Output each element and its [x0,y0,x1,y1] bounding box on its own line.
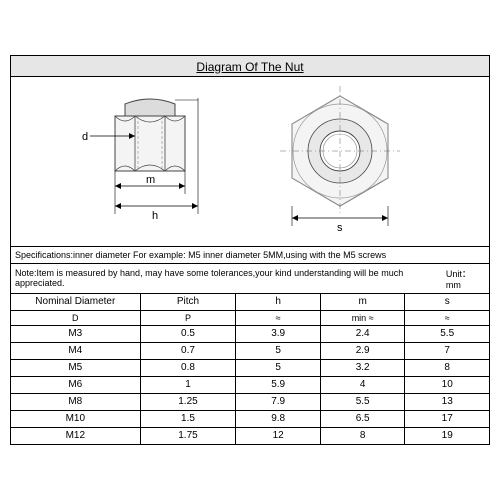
table-cell: 8 [320,428,405,445]
table-cell: M6 [11,377,141,394]
table-cell: 0.8 [140,360,236,377]
table-row: M615.9410 [11,377,490,394]
table-cell: M10 [11,411,141,428]
table-cell: 6.5 [320,411,405,428]
table-cell: 0.5 [140,326,236,343]
column-subhead: ≈ [405,310,490,326]
table-cell: 5.9 [236,377,321,394]
table-cell: 2.9 [320,343,405,360]
note-line: Note:Item is measured by hand, may have … [10,263,490,293]
table-cell: 4 [320,377,405,394]
table-cell: 7.9 [236,394,321,411]
table-cell: 10 [405,377,490,394]
column-head: Nominal Diameter [11,293,141,310]
table-cell: 1 [140,377,236,394]
unit-label: Unit：mm [446,267,485,290]
column-subhead: P [140,310,236,326]
nut-top-view-icon: s [260,86,420,236]
column-subhead: min ≈ [320,310,405,326]
spec-sheet: Diagram Of The Nut d [10,55,490,446]
table-cell: 9.8 [236,411,321,428]
spec-line: Specifications:inner diameter For exampl… [10,246,490,263]
table-cell: 13 [405,394,490,411]
nut-side-view-icon: d m h [80,86,220,236]
column-head: s [405,293,490,310]
table-row: M81.257.95.513 [11,394,490,411]
table-cell: M3 [11,326,141,343]
note-text: Note:Item is measured by hand, may have … [15,268,446,288]
table-header: Nominal DiameterPitchhms DP≈min ≈≈ [11,293,490,326]
table-cell: M5 [11,360,141,377]
column-head: Pitch [140,293,236,310]
table-cell: 5.5 [405,326,490,343]
table-row: M121.7512819 [11,428,490,445]
table-body: M30.53.92.45.5M40.752.97M50.853.28M615.9… [11,326,490,445]
table-cell: 5.5 [320,394,405,411]
table-cell: 0.7 [140,343,236,360]
table-cell: 19 [405,428,490,445]
table-cell: M12 [11,428,141,445]
dimensions-table: Nominal DiameterPitchhms DP≈min ≈≈ M30.5… [10,293,490,446]
table-cell: M8 [11,394,141,411]
table-row: M50.853.28 [11,360,490,377]
table-cell: M4 [11,343,141,360]
diagram-area: d m h [10,76,490,246]
column-head: h [236,293,321,310]
table-cell: 5 [236,360,321,377]
table-cell: 1.5 [140,411,236,428]
column-head: m [320,293,405,310]
table-row: M40.752.97 [11,343,490,360]
table-cell: 5 [236,343,321,360]
table-cell: 12 [236,428,321,445]
spec-text: Specifications:inner diameter For exampl… [15,250,386,260]
column-subhead: D [11,310,141,326]
label-m: m [146,174,155,186]
table-cell: 2.4 [320,326,405,343]
table-cell: 3.9 [236,326,321,343]
table-row: M101.59.86.517 [11,411,490,428]
sheet-title: Diagram Of The Nut [10,55,490,76]
label-h: h [152,210,158,222]
table-cell: 17 [405,411,490,428]
label-s: s [337,222,343,234]
table-cell: 8 [405,360,490,377]
table-cell: 3.2 [320,360,405,377]
table-cell: 7 [405,343,490,360]
table-cell: 1.75 [140,428,236,445]
table-cell: 1.25 [140,394,236,411]
column-subhead: ≈ [236,310,321,326]
label-d: d [82,131,88,143]
table-row: M30.53.92.45.5 [11,326,490,343]
